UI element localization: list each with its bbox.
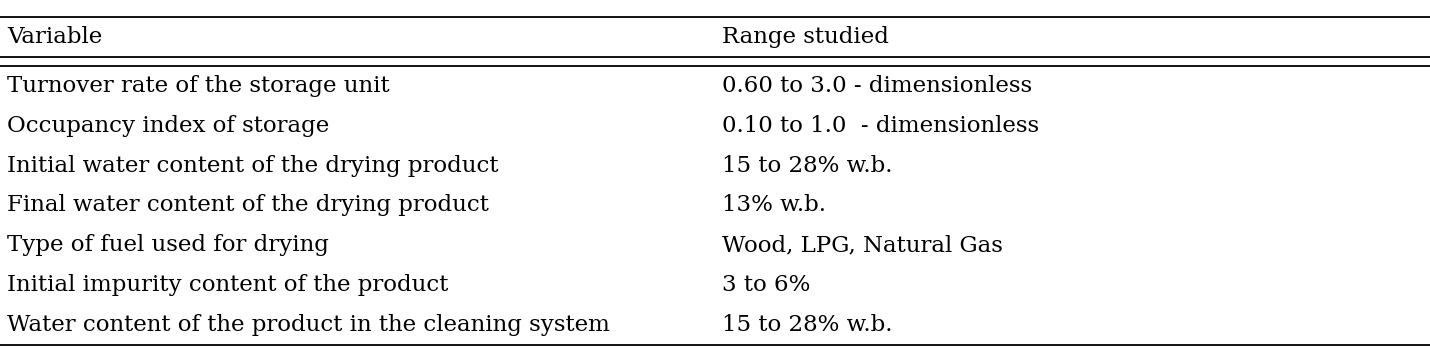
Text: Variable: Variable [7, 26, 103, 48]
Text: Turnover rate of the storage unit: Turnover rate of the storage unit [7, 75, 390, 97]
Text: 0.60 to 3.0 - dimensionless: 0.60 to 3.0 - dimensionless [722, 75, 1032, 97]
Text: Initial impurity content of the product: Initial impurity content of the product [7, 274, 449, 296]
Text: 13% w.b.: 13% w.b. [722, 194, 827, 216]
Text: 15 to 28% w.b.: 15 to 28% w.b. [722, 155, 892, 176]
Text: Initial water content of the drying product: Initial water content of the drying prod… [7, 155, 499, 176]
Text: 15 to 28% w.b.: 15 to 28% w.b. [722, 314, 892, 335]
Text: Final water content of the drying product: Final water content of the drying produc… [7, 194, 489, 216]
Text: Water content of the product in the cleaning system: Water content of the product in the clea… [7, 314, 611, 335]
Text: Type of fuel used for drying: Type of fuel used for drying [7, 234, 329, 256]
Text: Occupancy index of storage: Occupancy index of storage [7, 115, 329, 137]
Text: 3 to 6%: 3 to 6% [722, 274, 811, 296]
Text: 0.10 to 1.0  - dimensionless: 0.10 to 1.0 - dimensionless [722, 115, 1040, 137]
Text: Range studied: Range studied [722, 26, 889, 48]
Text: Wood, LPG, Natural Gas: Wood, LPG, Natural Gas [722, 234, 1002, 256]
